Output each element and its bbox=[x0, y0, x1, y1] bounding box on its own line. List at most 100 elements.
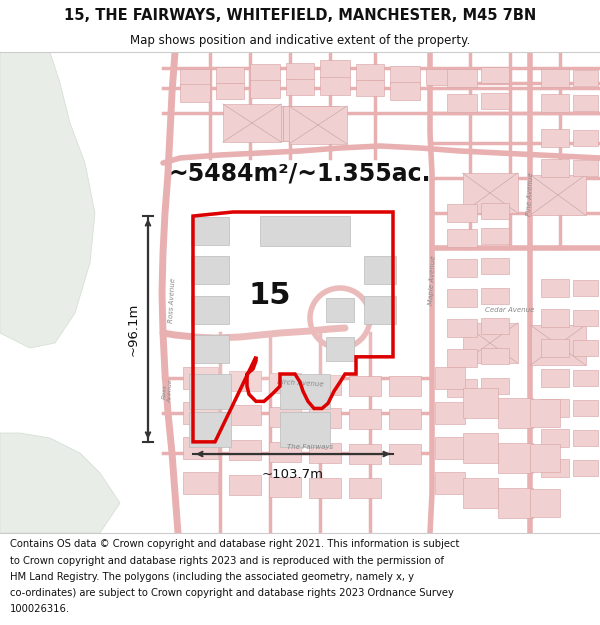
Bar bbox=[309, 408, 341, 428]
Bar bbox=[447, 259, 477, 277]
Bar bbox=[227, 106, 283, 141]
Bar bbox=[530, 489, 560, 517]
Bar bbox=[541, 309, 569, 327]
Bar bbox=[191, 335, 229, 362]
Bar bbox=[447, 319, 477, 337]
Bar bbox=[481, 288, 509, 304]
Text: Map shows position and indicative extent of the property.: Map shows position and indicative extent… bbox=[130, 34, 470, 47]
Text: HM Land Registry. The polygons (including the associated geometry, namely x, y: HM Land Registry. The polygons (includin… bbox=[10, 572, 414, 582]
Bar bbox=[191, 256, 229, 284]
Bar bbox=[572, 310, 598, 326]
Bar bbox=[481, 258, 509, 274]
Bar bbox=[227, 106, 283, 141]
Bar bbox=[191, 296, 229, 324]
Bar bbox=[182, 437, 218, 459]
Bar bbox=[182, 402, 218, 424]
Bar bbox=[364, 296, 396, 324]
Bar bbox=[283, 106, 337, 141]
Bar bbox=[229, 371, 261, 391]
Bar bbox=[572, 70, 598, 86]
Text: Contains OS data © Crown copyright and database right 2021. This information is : Contains OS data © Crown copyright and d… bbox=[10, 539, 460, 549]
Bar bbox=[530, 444, 560, 472]
Bar bbox=[497, 398, 533, 428]
Bar bbox=[572, 280, 598, 296]
Bar bbox=[481, 318, 509, 334]
Bar bbox=[390, 82, 420, 100]
Polygon shape bbox=[0, 52, 95, 348]
Bar bbox=[250, 80, 280, 98]
Bar bbox=[229, 440, 261, 460]
Bar bbox=[250, 64, 280, 82]
Text: ~103.7m: ~103.7m bbox=[262, 468, 324, 481]
Bar bbox=[435, 437, 465, 459]
Bar bbox=[463, 433, 497, 463]
Bar bbox=[447, 379, 477, 397]
Bar bbox=[541, 94, 569, 112]
Bar bbox=[435, 367, 465, 389]
Bar bbox=[572, 400, 598, 416]
Bar bbox=[191, 217, 229, 245]
Bar bbox=[497, 443, 533, 473]
Bar bbox=[481, 93, 509, 109]
Bar bbox=[541, 129, 569, 147]
Bar bbox=[572, 95, 598, 111]
Text: ~5484m²/~1.355ac.: ~5484m²/~1.355ac. bbox=[169, 161, 431, 186]
Bar bbox=[364, 256, 396, 284]
Bar bbox=[229, 405, 261, 425]
Bar bbox=[435, 472, 465, 494]
Text: co-ordinates) are subject to Crown copyright and database rights 2023 Ordnance S: co-ordinates) are subject to Crown copyr… bbox=[10, 588, 454, 598]
Bar bbox=[541, 399, 569, 417]
Bar bbox=[572, 370, 598, 386]
Bar bbox=[447, 94, 477, 112]
Polygon shape bbox=[193, 212, 393, 442]
Bar bbox=[280, 374, 330, 409]
Bar bbox=[541, 459, 569, 477]
Bar bbox=[180, 84, 210, 102]
Bar bbox=[541, 279, 569, 297]
Bar bbox=[541, 429, 569, 447]
Bar bbox=[260, 216, 350, 246]
Bar bbox=[326, 298, 354, 322]
Bar bbox=[530, 399, 560, 427]
Text: 15, THE FAIRWAYS, WHITEFIELD, MANCHESTER, M45 7BN: 15, THE FAIRWAYS, WHITEFIELD, MANCHESTER… bbox=[64, 8, 536, 23]
Bar bbox=[389, 376, 421, 396]
Bar bbox=[572, 340, 598, 356]
Bar bbox=[216, 67, 244, 83]
Bar bbox=[286, 79, 314, 95]
Bar bbox=[463, 388, 497, 418]
Bar bbox=[481, 348, 509, 364]
Bar bbox=[530, 325, 586, 365]
Text: 15: 15 bbox=[249, 281, 291, 309]
Bar bbox=[481, 378, 509, 394]
Bar bbox=[309, 375, 341, 395]
Bar bbox=[389, 444, 421, 464]
Text: Pine Avenue: Pine Avenue bbox=[526, 172, 534, 216]
Bar bbox=[530, 175, 586, 215]
Text: Ross
Avenue: Ross Avenue bbox=[162, 379, 174, 403]
Bar bbox=[447, 69, 477, 87]
Bar bbox=[356, 80, 384, 96]
Text: to Crown copyright and database rights 2023 and is reproduced with the permissio: to Crown copyright and database rights 2… bbox=[10, 556, 444, 566]
Bar bbox=[572, 460, 598, 476]
Bar bbox=[229, 475, 261, 495]
Bar bbox=[280, 412, 330, 447]
Bar bbox=[572, 130, 598, 146]
Text: Maple Avenue: Maple Avenue bbox=[428, 255, 436, 305]
Bar bbox=[390, 66, 420, 84]
Bar bbox=[269, 373, 301, 393]
Bar bbox=[541, 159, 569, 177]
Bar bbox=[447, 229, 477, 247]
Bar bbox=[320, 60, 350, 78]
Bar bbox=[497, 488, 533, 518]
Bar bbox=[435, 402, 465, 424]
Bar bbox=[572, 160, 598, 176]
Text: ~96.1m: ~96.1m bbox=[127, 302, 140, 356]
Bar bbox=[223, 104, 281, 142]
Bar bbox=[349, 409, 381, 429]
Bar bbox=[541, 369, 569, 387]
Bar bbox=[269, 477, 301, 497]
Bar bbox=[541, 339, 569, 357]
Bar bbox=[309, 478, 341, 498]
Bar bbox=[463, 173, 517, 213]
Bar bbox=[447, 349, 477, 367]
